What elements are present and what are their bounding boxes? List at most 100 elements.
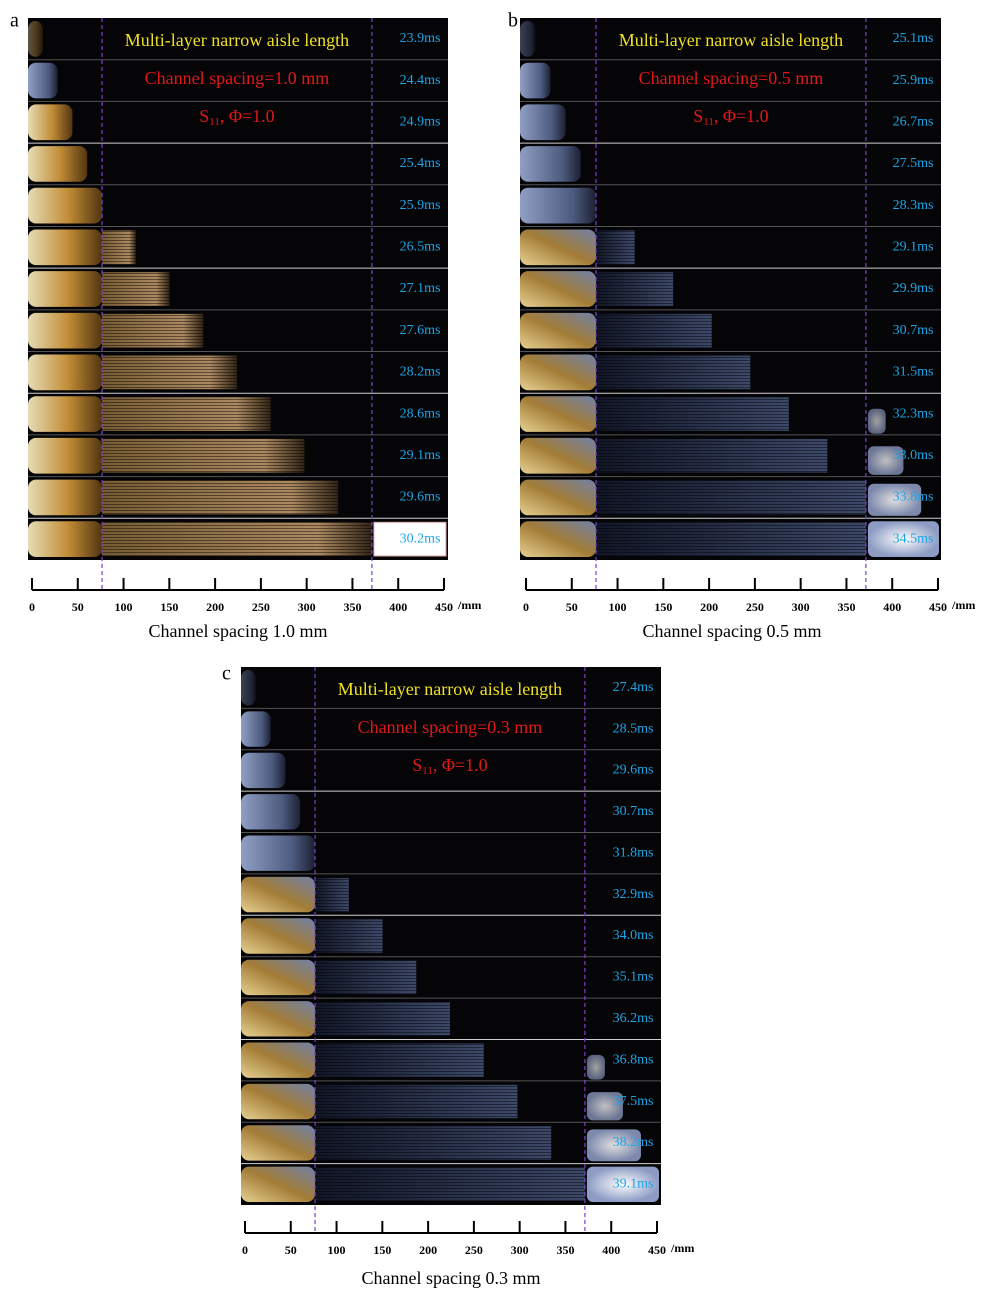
channel-striation — [102, 272, 170, 306]
chamber-flame — [28, 187, 103, 224]
channel-striation — [596, 397, 789, 431]
chamber-flame — [520, 437, 597, 474]
chamber-flame — [28, 271, 103, 307]
condition-rest: , Φ=1.0 — [714, 106, 769, 126]
time-label: 36.2ms — [613, 1011, 654, 1026]
channel-striation — [102, 438, 305, 473]
chamber-flame — [28, 146, 88, 182]
time-label: 33.8ms — [893, 490, 934, 505]
chamber-flame — [241, 1042, 316, 1078]
axis-tick-label: 450 — [929, 600, 947, 614]
chamber-flame — [520, 146, 581, 182]
spacing-label: Channel spacing=0.5 mm — [639, 68, 824, 88]
exit-flame — [373, 521, 447, 557]
axis-tick-label: 0 — [242, 1243, 248, 1257]
time-label: 34.5ms — [893, 531, 934, 546]
time-label: 32.9ms — [613, 887, 654, 902]
channel-striation — [596, 313, 712, 348]
channel-striation — [102, 397, 271, 431]
chamber-flame — [520, 354, 597, 391]
channel-striation — [596, 522, 866, 556]
time-label: 27.1ms — [400, 281, 441, 296]
chamber-flame — [28, 21, 43, 57]
time-label: 25.9ms — [893, 73, 934, 88]
chamber-flame — [520, 229, 597, 266]
condition-label: S11, Φ=1.0 — [199, 106, 274, 127]
panel-label: b — [508, 10, 518, 32]
channel-striation — [596, 230, 635, 265]
axis-unit: /mm — [670, 1241, 694, 1255]
time-label: 28.6ms — [400, 406, 441, 421]
channel-striation — [102, 522, 372, 556]
time-label: 39.1ms — [613, 1177, 654, 1192]
channel-striation — [315, 1126, 552, 1160]
spacing-label: Channel spacing=1.0 mm — [145, 68, 330, 88]
time-label: 28.2ms — [400, 365, 441, 380]
chamber-flame — [241, 835, 316, 871]
chamber-flame — [520, 312, 597, 349]
time-label: 37.5ms — [613, 1094, 654, 1109]
chamber-flame — [520, 21, 536, 57]
panel-title: Multi-layer narrow aisle length — [619, 30, 843, 50]
chamber-flame — [241, 670, 256, 706]
chamber-flame — [520, 104, 566, 141]
time-label: 31.8ms — [613, 845, 654, 860]
chamber-flame — [241, 876, 316, 913]
time-label: 31.5ms — [893, 365, 934, 380]
axis-tick-label: 300 — [298, 600, 316, 614]
axis-tick-label: 150 — [373, 1243, 391, 1257]
time-label: 29.9ms — [893, 281, 934, 296]
axis-tick-label: 50 — [72, 600, 84, 614]
chamber-flame — [28, 104, 73, 141]
time-label: 36.8ms — [613, 1052, 654, 1067]
axis-tick-label: 300 — [792, 600, 810, 614]
axis-tick-label: 250 — [746, 600, 764, 614]
axis-tick-label: 0 — [29, 600, 35, 614]
chamber-flame — [520, 271, 597, 307]
exit-flame — [586, 1166, 659, 1202]
channel-striation — [102, 313, 204, 348]
chamber-flame — [28, 312, 103, 349]
time-label: 26.7ms — [893, 114, 934, 129]
chamber-flame — [28, 479, 103, 516]
time-label: 28.5ms — [613, 721, 654, 736]
axis-tick-label: 200 — [700, 600, 718, 614]
axis-tick-label: 300 — [511, 1243, 529, 1257]
time-label: 24.4ms — [400, 73, 441, 88]
panel: 25.1ms 25.9ms 26.7ms 27.5ms 28.3ms 29.1ms 29.9… — [508, 10, 975, 642]
time-label: 25.4ms — [400, 156, 441, 171]
condition-subscript: 11 — [703, 116, 714, 128]
axis-tick-label: 450 — [648, 1243, 666, 1257]
time-label: 35.1ms — [613, 970, 654, 985]
chamber-flame — [28, 229, 103, 266]
time-label: 23.9ms — [400, 31, 441, 46]
axis-tick-label: 400 — [389, 600, 407, 614]
panel-caption: Channel spacing 0.3 mm — [362, 1268, 541, 1288]
exit-flame — [586, 1054, 605, 1080]
chamber-flame — [520, 396, 597, 432]
channel-striation — [596, 272, 674, 306]
axis-tick-label: 400 — [883, 600, 901, 614]
panel-title: Multi-layer narrow aisle length — [338, 679, 562, 699]
time-label: 26.5ms — [400, 240, 441, 255]
channel-striation — [315, 960, 417, 995]
time-label: 27.5ms — [893, 156, 934, 171]
chamber-flame — [241, 794, 301, 830]
time-label: 25.9ms — [400, 198, 441, 213]
panel-caption: Channel spacing 0.5 mm — [643, 621, 822, 641]
channel-striation — [315, 919, 383, 953]
chamber-flame — [28, 521, 103, 557]
chamber-flame — [28, 437, 103, 474]
time-label: 27.6ms — [400, 323, 441, 338]
condition-symbol: S — [693, 106, 703, 126]
chamber-flame — [241, 1125, 316, 1161]
exit-flame — [867, 408, 886, 434]
channel-striation — [315, 877, 349, 912]
condition-subscript: 11 — [209, 116, 220, 128]
axis-tick-label: 0 — [523, 600, 529, 614]
panel-caption: Channel spacing 1.0 mm — [149, 621, 328, 641]
chamber-flame — [241, 1083, 316, 1120]
channel-striation — [102, 480, 339, 515]
